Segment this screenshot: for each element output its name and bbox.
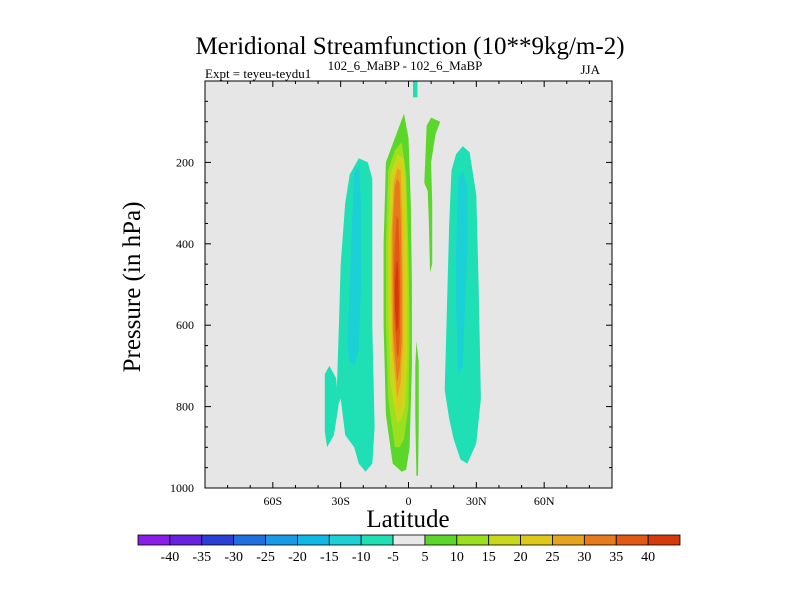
contour-sh-cell-lobe [324, 365, 339, 448]
colorbar-label: -20 [288, 550, 307, 565]
chart-title: Meridional Streamfunction (10**9kg/m-2) [195, 33, 624, 60]
colorbar-swatch [137, 534, 171, 546]
colorbar-label: 5 [421, 550, 428, 565]
contour-sh-cell-core [347, 166, 361, 366]
x-tick-label: 30N [466, 494, 487, 508]
experiment-label: Expt = teyeu-teydu1 [205, 66, 311, 81]
colorbar-swatch [552, 534, 585, 546]
x-tick-label: 60N [534, 494, 555, 508]
colorbar-swatch [201, 534, 235, 546]
colorbar-label: -25 [256, 550, 275, 565]
colorbar-swatch [169, 534, 203, 546]
contour-nh-cell-core [456, 170, 468, 374]
colorbar-swatch [615, 534, 649, 546]
season-label: JJA [580, 62, 600, 77]
colorbar-label: 40 [641, 550, 655, 565]
colorbar: -40 -35 -30 -25 -20 -15 -10 -5 5 10 15 20 25 30 35 40 [137, 534, 681, 565]
colorbar-swatch [265, 534, 298, 546]
contour-fills [324, 81, 481, 476]
colorbar-swatch [328, 534, 362, 546]
colorbar-swatch [583, 534, 617, 546]
colorbar-swatch [488, 534, 521, 546]
x-tick-label: 30S [331, 494, 350, 508]
contour-nh-narrow-5 [424, 117, 441, 273]
colorbar-swatch [360, 534, 394, 546]
x-tick-label: 60S [263, 494, 282, 508]
y-tick-label: 1000 [170, 481, 194, 495]
colorbar-label: 10 [450, 550, 464, 565]
colorbar-swatch [233, 534, 266, 546]
colorbar-swatch [647, 534, 681, 546]
y-tick-label: 600 [176, 318, 194, 332]
colorbar-label: 35 [609, 550, 623, 565]
colorbar-label: -15 [320, 550, 339, 565]
colorbar-label: 15 [482, 550, 496, 565]
period-label: 102_6_MaBP - 102_6_MaBP [328, 58, 483, 73]
colorbar-label: -10 [352, 550, 371, 565]
colorbar-label: -40 [161, 550, 180, 565]
colorbar-swatch [297, 534, 330, 546]
y-axis: 200 400 600 800 1000 [170, 80, 612, 495]
colorbar-label: 30 [577, 550, 591, 565]
y-tick-label: 800 [176, 400, 194, 414]
y-tick-label: 400 [176, 237, 194, 251]
colorbar-swatch [456, 534, 490, 546]
colorbar-label: -5 [387, 550, 399, 565]
colorbar-label: -30 [224, 550, 243, 565]
colorbar-label: -35 [192, 550, 211, 565]
y-tick-label: 200 [176, 155, 194, 169]
colorbar-label: 25 [545, 550, 559, 565]
y-axis-label: Pressure (in hPa) [119, 202, 146, 373]
colorbar-swatch [520, 534, 553, 546]
colorbar-label: 20 [514, 550, 528, 565]
x-axis-label: Latitude [366, 506, 449, 533]
x-tick-label: 0 [406, 494, 412, 508]
colorbar-swatch [392, 534, 426, 546]
contour-hadley-40 [394, 260, 399, 334]
contour-tropical-cap [413, 81, 418, 98]
colorbar-swatch [424, 534, 458, 546]
x-axis: 60S 30S 0 30N 60N [204, 81, 613, 508]
contour-nh-small-5 [415, 341, 419, 476]
